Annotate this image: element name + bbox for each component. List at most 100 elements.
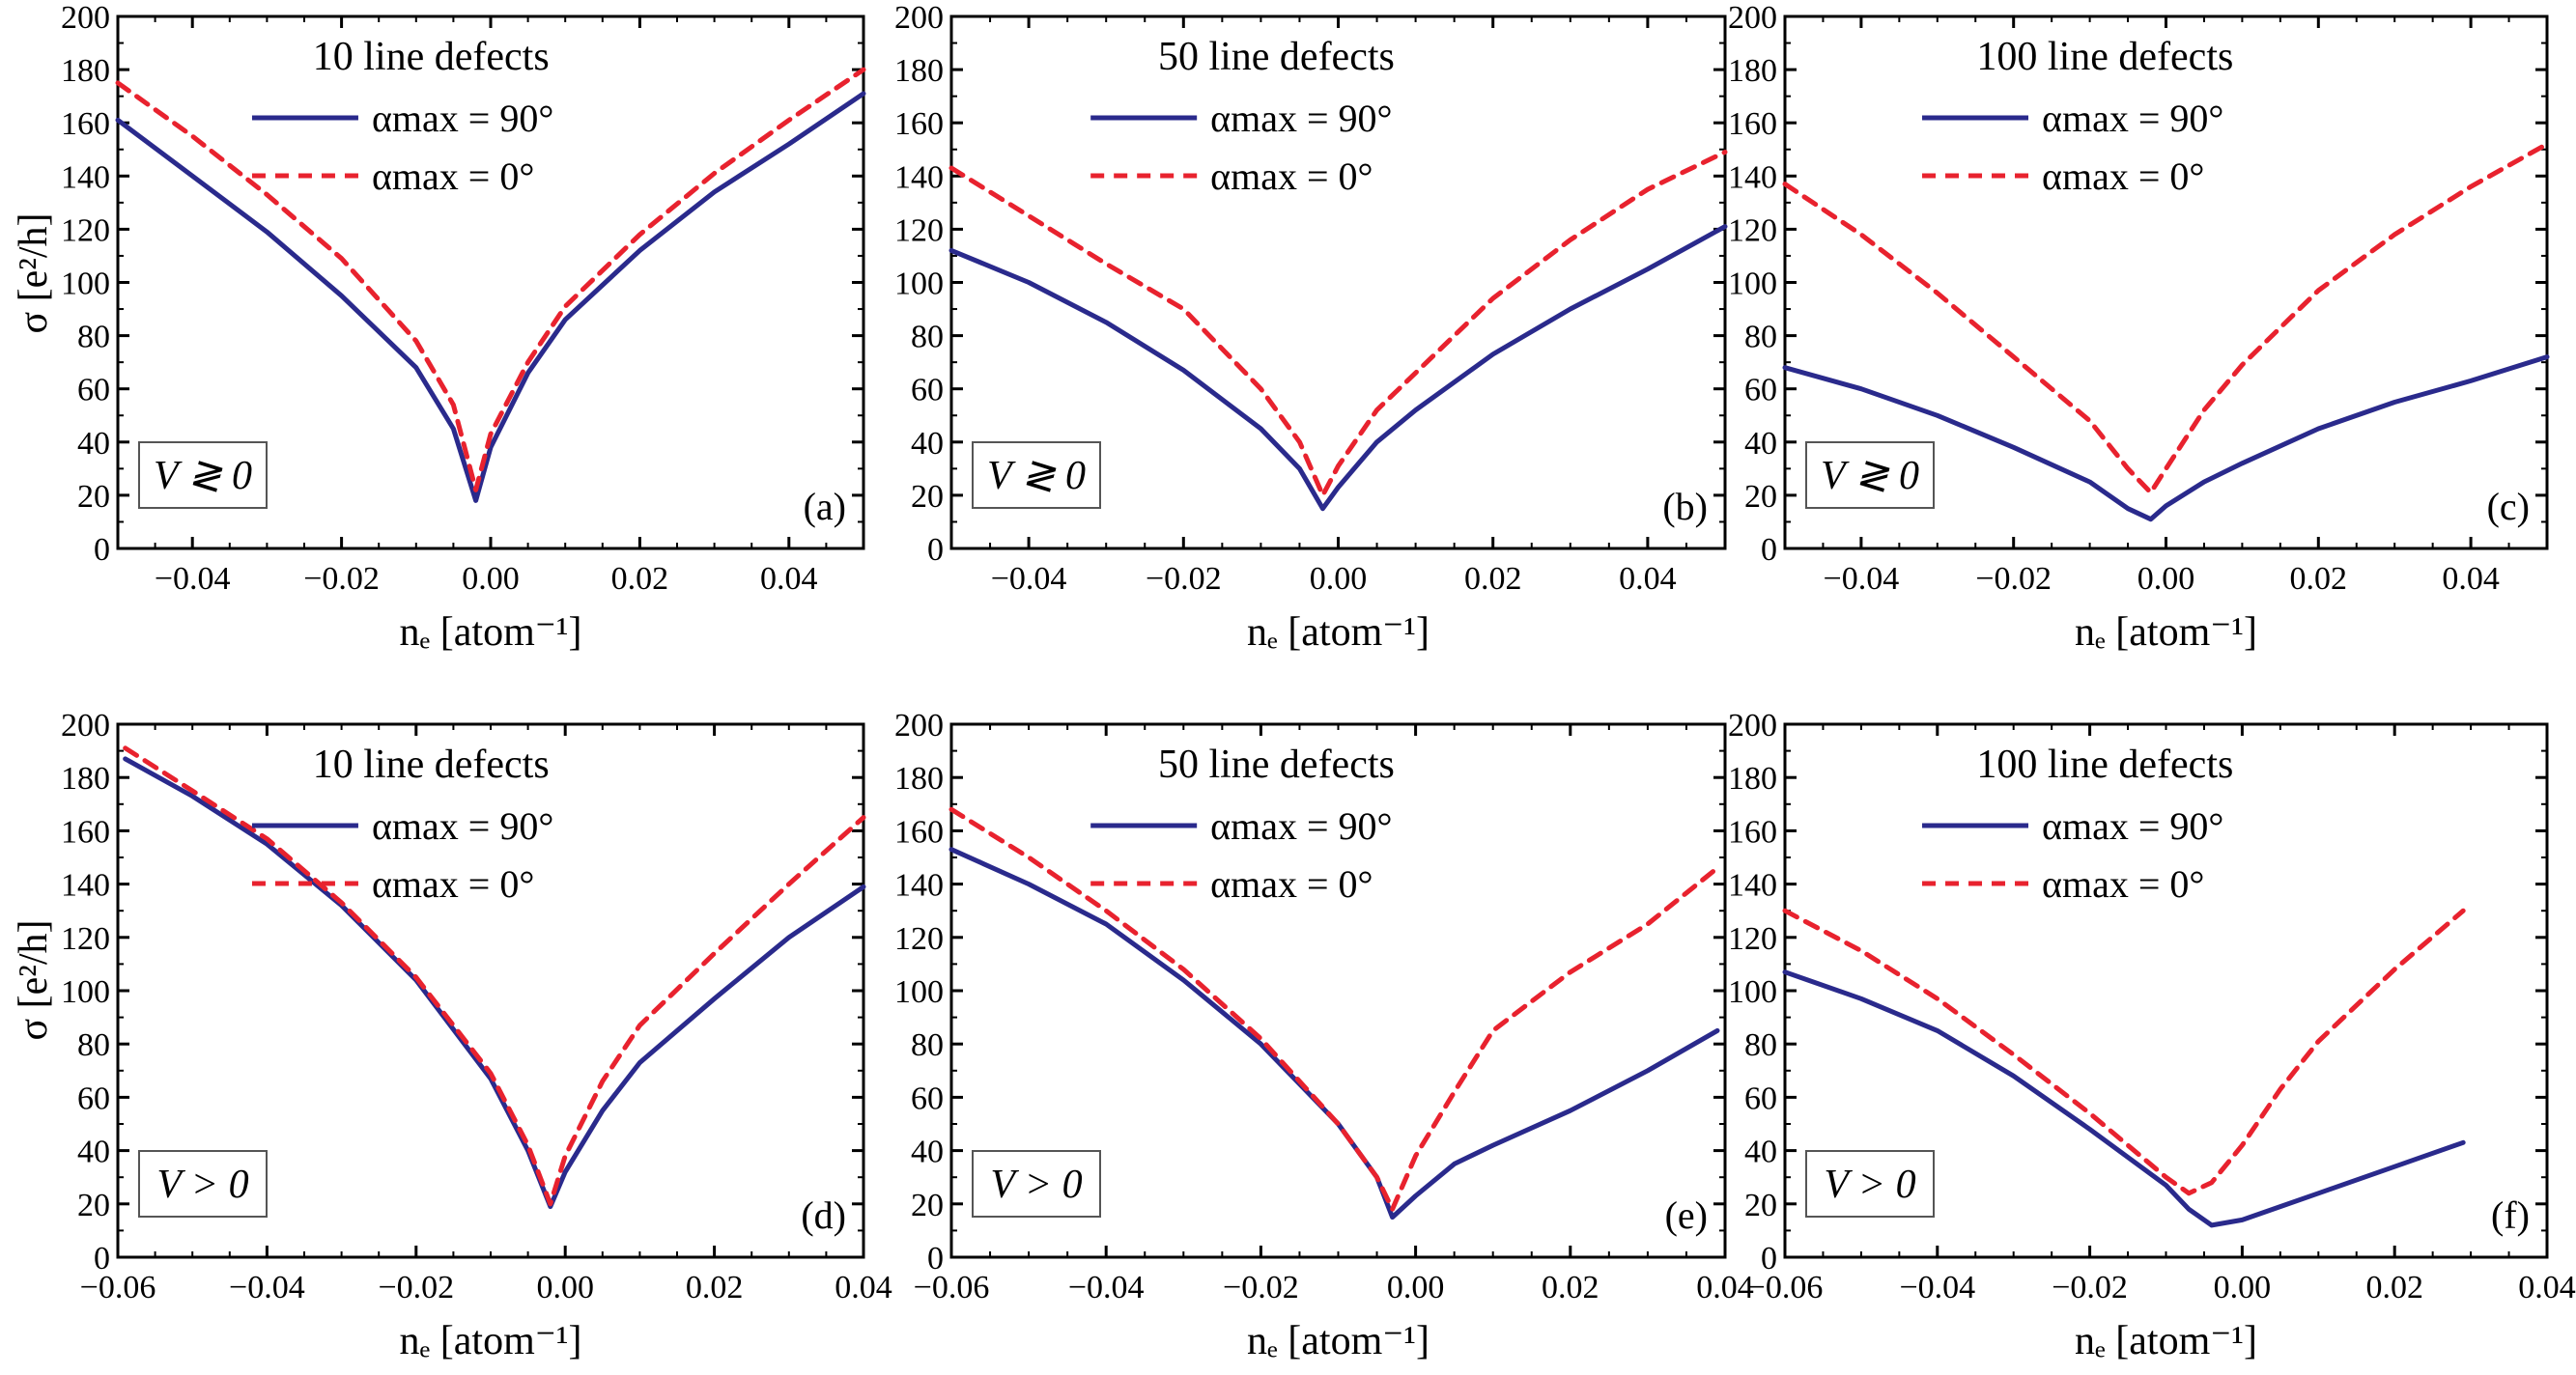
legend-label: αmax = 90° [2042, 804, 2223, 848]
legend-label: αmax = 90° [1210, 804, 1392, 848]
series-line-alpha-0 [948, 806, 1720, 1212]
y-tick-label: 140 [61, 159, 110, 195]
y-tick-label: 120 [1728, 212, 1777, 248]
x-tick-label: −0.06 [80, 1270, 156, 1305]
y-tick-label: 0 [927, 532, 944, 568]
legend-label: αmax = 90° [372, 97, 553, 140]
legend-label: αmax = 90° [372, 804, 553, 848]
y-tick-label: 140 [1728, 159, 1777, 195]
panel-a: 0 20 40 60 80 100 120 140 160 180 200 −0.04 −0.02 0.0… [61, 0, 866, 655]
series-line-alpha-0 [948, 150, 1728, 498]
series-line-alpha-0 [115, 67, 866, 492]
x-tick-label: −0.04 [991, 561, 1067, 597]
x-tick-label: 0.02 [2365, 1270, 2423, 1305]
y-tick-label: 60 [1744, 373, 1777, 408]
y-tick-label: 160 [894, 106, 944, 142]
x-tick-label: 0.00 [2137, 561, 2195, 597]
legend-label: αmax = 90° [1210, 97, 1392, 140]
defects-annotation: 100 line defects [1976, 743, 2233, 787]
x-tick-label: 0.00 [462, 561, 520, 597]
y-tick-label: 60 [77, 1080, 110, 1116]
x-tick-label: 0.04 [2518, 1270, 2576, 1305]
y-tick-label: 160 [1728, 814, 1777, 850]
x-tick-label: 0.02 [686, 1270, 744, 1305]
y-tick-label: 180 [1728, 761, 1777, 797]
x-tick-label: 0.00 [536, 1270, 594, 1305]
panel-letter: (d) [801, 1193, 846, 1237]
y-tick-label: 200 [61, 708, 110, 744]
x-tick-label: 0.02 [611, 561, 669, 597]
y-tick-label: 160 [894, 814, 944, 850]
series-line-alpha-90 [1782, 354, 2550, 522]
x-tick-label: −0.02 [378, 1270, 454, 1305]
y-tick-label: 120 [61, 212, 110, 248]
x-tick-label: −0.02 [1975, 561, 2052, 597]
y-tick-label: 60 [77, 373, 110, 408]
x-tick-label: 0.04 [760, 561, 818, 597]
panel-f: 0 20 40 60 80 100 120 140 160 180 200 −0.06 −0.04 −0.… [1728, 708, 2576, 1363]
y-tick-label: 20 [77, 1188, 110, 1223]
y-tick-label: 80 [911, 320, 944, 355]
x-tick-label: −0.04 [1899, 1270, 1975, 1305]
legend-label: αmax = 0° [1210, 154, 1373, 198]
y-tick-label: 80 [77, 320, 110, 355]
x-tick-label: 0.00 [1310, 561, 1368, 597]
legend-label: αmax = 0° [2042, 862, 2204, 906]
y-tick-label: 60 [911, 1080, 944, 1116]
series-line-alpha-0 [1782, 908, 2466, 1196]
panel-letter: (b) [1662, 485, 1708, 528]
y-axis-label-top: σ [e²/h] [12, 212, 56, 333]
panel-c: 0 20 40 60 80 100 120 140 160 180 200 −0.04 −0.02 0.0… [1728, 0, 2550, 655]
y-tick-label: 40 [77, 1135, 110, 1170]
x-axis-label: nₑ [atom⁻¹] [1247, 1319, 1430, 1363]
y-tick-label: 200 [894, 0, 944, 36]
y-tick-label: 100 [61, 267, 110, 302]
y-tick-label: 140 [1728, 868, 1777, 904]
panel-letter: (a) [804, 485, 846, 528]
defects-annotation: 50 line defects [1158, 743, 1395, 787]
v-condition-label: V > 0 [990, 1163, 1082, 1207]
y-tick-label: 180 [1728, 53, 1777, 89]
y-tick-label: 200 [1728, 708, 1777, 744]
x-tick-label: 0.04 [835, 1270, 892, 1305]
panel-letter: (f) [2491, 1193, 2530, 1237]
x-tick-label: −0.04 [1824, 561, 1900, 597]
series-line-alpha-90 [1782, 969, 2466, 1228]
x-tick-label: −0.02 [303, 561, 380, 597]
y-tick-label: 140 [894, 868, 944, 904]
x-tick-label: −0.04 [229, 1270, 305, 1305]
y-tick-label: 160 [61, 814, 110, 850]
x-tick-label: 0.04 [1696, 1270, 1754, 1305]
v-condition-box [1805, 1150, 1935, 1218]
y-tick-label: 80 [911, 1027, 944, 1063]
y-tick-label: 20 [1744, 1188, 1777, 1223]
panel-d: 0 20 40 60 80 100 120 140 160 180 200 −0.06 −0.04 −0.… [61, 708, 892, 1363]
legend-label: αmax = 0° [1210, 862, 1373, 906]
x-tick-label: 0.04 [2442, 561, 2500, 597]
panel-b: 0 20 40 60 80 100 120 140 160 180 200 −0.04 −0.02 0.0… [894, 0, 1728, 655]
y-tick-label: 180 [894, 53, 944, 89]
y-tick-label: 40 [1744, 426, 1777, 462]
x-tick-label: −0.02 [2052, 1270, 2128, 1305]
y-tick-label: 100 [894, 974, 944, 1010]
x-tick-label: 0.00 [1387, 1270, 1445, 1305]
defects-annotation: 10 line defects [313, 35, 550, 79]
v-condition-label: V ≷ 0 [987, 454, 1086, 498]
y-tick-label: 80 [1744, 1027, 1777, 1063]
x-tick-label: 0.02 [2290, 561, 2348, 597]
v-condition-label: V > 0 [156, 1163, 248, 1207]
y-tick-label: 100 [1728, 267, 1777, 302]
series-line-alpha-90 [948, 224, 1728, 512]
y-tick-label: 20 [911, 479, 944, 515]
x-axis-label: nₑ [atom⁻¹] [1247, 610, 1430, 655]
series-line-alpha-0 [1782, 141, 2550, 495]
v-condition-box [972, 441, 1101, 509]
x-tick-label: −0.06 [914, 1270, 990, 1305]
legend-label: αmax = 0° [372, 154, 534, 198]
x-tick-label: −0.02 [1223, 1270, 1299, 1305]
y-tick-label: 80 [77, 1027, 110, 1063]
y-tick-label: 20 [911, 1188, 944, 1223]
v-condition-box [1805, 441, 1935, 509]
y-tick-label: 180 [61, 761, 110, 797]
